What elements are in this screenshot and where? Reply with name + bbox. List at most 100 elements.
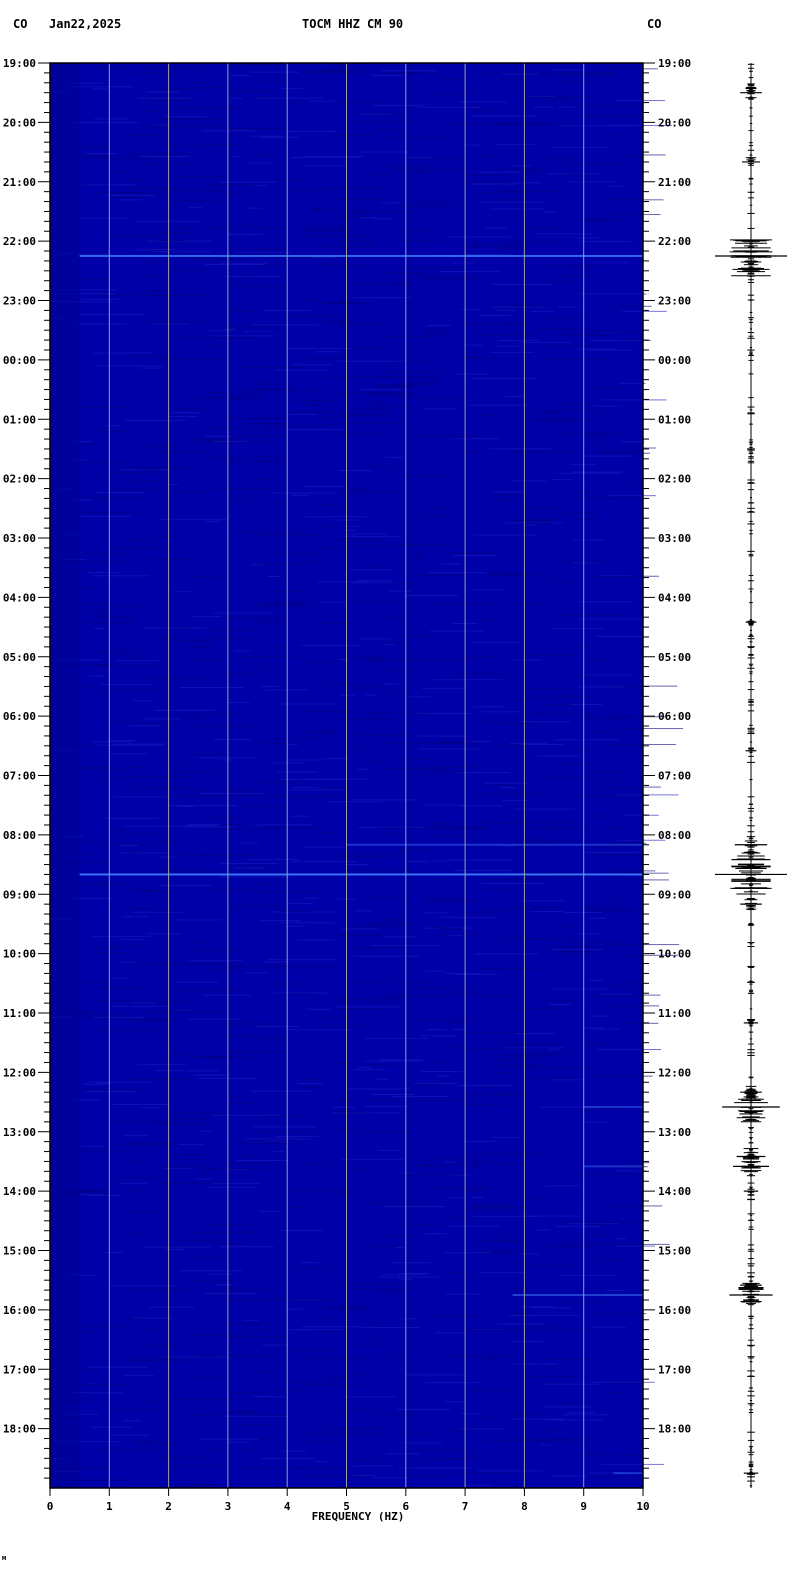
noise-streak [230,63,283,65]
noise-streak [480,201,544,203]
y-tick-label: 08:00 [658,829,691,842]
noise-streak [313,1025,375,1027]
noise-streak [424,329,450,331]
noise-streak [178,989,248,991]
noise-streak [84,443,95,445]
noise-streak [246,870,268,872]
noise-streak [504,241,569,243]
y-tick-label: 16:00 [658,1304,691,1317]
noise-streak [282,1450,307,1452]
noise-streak [398,1318,417,1320]
y-tick-label: 04:00 [658,591,691,604]
noise-streak [244,972,268,974]
y-tick-label: 19:00 [3,57,36,70]
noise-streak [134,890,175,892]
y-tick-label: 07:00 [3,770,36,783]
noise-streak [120,480,138,482]
noise-streak [245,1138,311,1140]
noise-streak [471,115,537,117]
noise-streak [590,1015,609,1017]
spectral-line [79,873,643,876]
y-tick-label: 14:00 [3,1185,36,1198]
noise-streak [274,992,330,994]
noise-streak [279,778,347,780]
noise-streak [562,1402,583,1404]
noise-streak [303,846,348,848]
noise-streak [104,1150,124,1152]
noise-streak [214,1242,244,1244]
noise-streak [565,1221,635,1223]
noise-streak [570,647,589,649]
noise-streak [200,1130,213,1132]
noise-streak [491,306,547,308]
noise-streak [261,685,279,687]
noise-streak [617,1022,659,1024]
noise-streak [72,1099,101,1101]
noise-streak [300,1079,326,1081]
noise-streak [356,768,368,770]
noise-streak [250,71,301,73]
noise-streak [96,652,144,654]
noise-streak [129,355,176,357]
noise-streak [224,128,293,130]
noise-streak [417,1165,435,1167]
noise-streak [314,70,347,72]
noise-streak [401,381,444,383]
noise-streak [193,576,219,578]
noise-streak [345,658,382,660]
noise-streak [492,1136,521,1138]
noise-streak [463,1094,526,1096]
noise-streak [556,82,596,84]
noise-streak [578,601,634,603]
noise-streak [92,575,150,577]
noise-streak [382,643,395,645]
noise-streak [297,230,357,232]
noise-streak [108,489,163,491]
noise-streak [429,1368,440,1370]
noise-streak [452,772,510,774]
noise-streak [320,503,345,505]
noise-streak [387,166,427,168]
noise-streak [220,1298,290,1300]
noise-streak [219,1023,278,1025]
noise-streak [584,851,640,853]
noise-streak [143,261,161,263]
noise-streak [361,1321,377,1323]
noise-streak [455,373,489,375]
noise-streak [198,1112,218,1114]
noise-streak [473,334,535,336]
noise-streak [502,1241,524,1243]
noise-streak [261,136,300,138]
noise-streak [175,1010,196,1012]
noise-streak [222,275,281,277]
noise-streak [413,773,426,775]
noise-streak [145,91,180,93]
noise-streak [371,1477,410,1479]
noise-streak [492,908,541,910]
noise-streak [601,1463,665,1465]
noise-streak [562,1414,609,1416]
noise-streak [430,1157,471,1159]
noise-streak [459,450,483,452]
date-label: Jan22,2025 [49,17,122,31]
noise-streak [398,397,469,399]
noise-streak [621,339,644,341]
noise-streak [317,547,347,549]
noise-streak [513,1363,537,1365]
noise-streak [258,535,321,537]
noise-streak [80,217,128,219]
noise-streak [532,695,596,697]
noise-streak [220,262,269,264]
noise-streak [129,766,149,768]
noise-streak [294,400,338,402]
noise-streak [269,983,316,985]
noise-streak [526,96,555,98]
noise-streak [123,1374,155,1376]
noise-streak [199,345,226,347]
noise-streak [237,251,291,253]
noise-streak [393,1475,446,1477]
noise-streak [87,1081,155,1083]
noise-streak [300,358,321,360]
noise-streak [379,1276,439,1278]
noise-streak [231,865,281,867]
